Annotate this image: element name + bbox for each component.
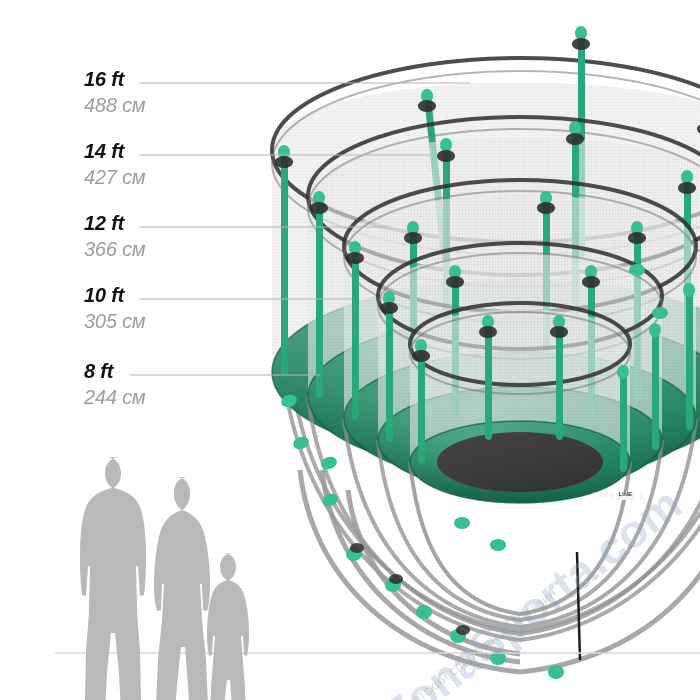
scale-silhouettes [80, 457, 249, 700]
leader-lines [130, 82, 470, 376]
adult-man-silhouette [80, 457, 146, 700]
trampoline-legs-foreground [281, 264, 700, 679]
trampoline-8ft [408, 301, 632, 617]
child-silhouette [207, 553, 249, 700]
adult-woman-silhouette [154, 477, 210, 700]
net-poles-8ft [415, 315, 629, 472]
